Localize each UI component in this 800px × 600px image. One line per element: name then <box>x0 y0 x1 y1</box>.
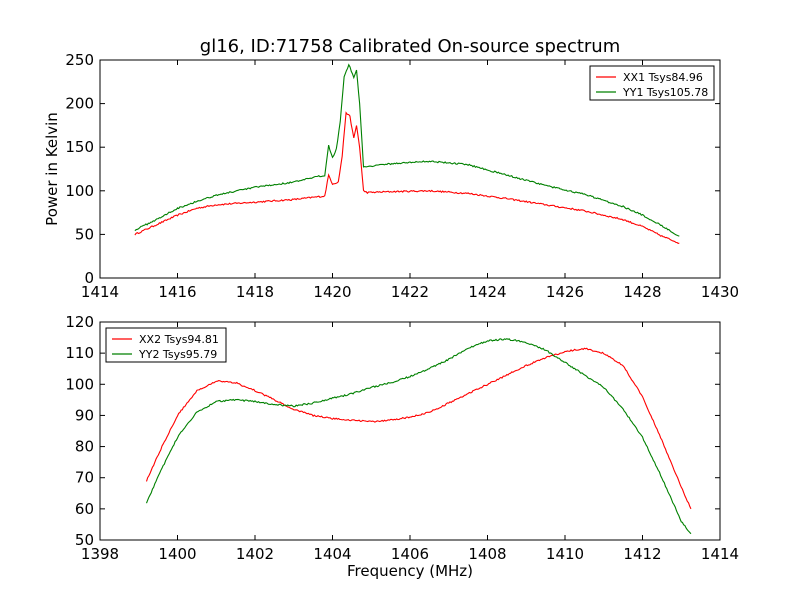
y-tick-label: 250 <box>65 51 94 69</box>
x-tick-label: 1406 <box>391 545 429 563</box>
x-tick-label: 1430 <box>701 283 739 301</box>
y-tick-label: 0 <box>84 269 94 287</box>
x-tick-label: 1402 <box>236 545 274 563</box>
series-line-1-0 <box>145 347 692 510</box>
x-tick-label: 1410 <box>546 545 584 563</box>
x-axis-label: Frequency (MHz) <box>347 562 473 580</box>
x-tick-label: 1412 <box>623 545 661 563</box>
x-tick-label: 1416 <box>158 283 196 301</box>
legend-entry: YY1 Tsys105.78 <box>622 86 708 99</box>
legend: XX1 Tsys84.96 YY1 Tsys105.78 <box>589 65 715 101</box>
y-tick-label: 110 <box>65 344 94 362</box>
x-tick-label: 1414 <box>701 545 739 563</box>
x-tick-label: 1426 <box>546 283 584 301</box>
y-tick-label: 50 <box>75 225 94 243</box>
x-tick-label: 1428 <box>623 283 661 301</box>
series-line-1-1 <box>145 338 692 535</box>
series-line-0-0 <box>134 111 680 244</box>
x-tick-label: 1420 <box>313 283 351 301</box>
chart-title: gl16, ID:71758 Calibrated On-source spec… <box>200 36 620 57</box>
legend-box <box>589 65 715 101</box>
y-tick-label: 100 <box>65 375 94 393</box>
y-tick-label: 150 <box>65 138 94 156</box>
legend-entry: XX1 Tsys84.96 <box>623 71 703 84</box>
top-panel: 1414 1416 1418 1420 1422 1424 1426 1428 1430 0 50 1… <box>43 51 739 301</box>
y-tick-label: 200 <box>65 95 94 113</box>
x-tick-label: 1398 <box>81 545 119 563</box>
y-tick-label: 70 <box>75 469 94 487</box>
y-axis-label: Power in Kelvin <box>43 112 61 226</box>
legend-entry: YY2 Tsys95.79 <box>138 348 217 361</box>
y-tick-label: 100 <box>65 182 94 200</box>
x-tick-label: 1404 <box>313 545 351 563</box>
x-tick-label: 1418 <box>236 283 274 301</box>
x-tick-label: 1408 <box>468 545 506 563</box>
y-tick-label: 120 <box>65 313 94 331</box>
x-tick-label: 1424 <box>468 283 506 301</box>
x-tick-label: 1400 <box>158 545 196 563</box>
x-tick-label: 1414 <box>81 283 119 301</box>
legend: XX2 Tsys94.81 YY2 Tsys95.79 <box>105 327 227 363</box>
y-tick-label: 50 <box>75 531 94 549</box>
y-tick-label: 90 <box>75 406 94 424</box>
y-tick-label: 80 <box>75 438 94 456</box>
y-tick-label: 60 <box>75 500 94 518</box>
x-tick-label: 1422 <box>391 283 429 301</box>
legend-entry: XX2 Tsys94.81 <box>139 333 219 346</box>
series-line-0-1 <box>134 63 680 237</box>
bottom-panel: 1398 1400 1402 1404 1406 1408 1410 1412 1414 50 60… <box>65 313 739 580</box>
legend-box <box>105 327 227 363</box>
